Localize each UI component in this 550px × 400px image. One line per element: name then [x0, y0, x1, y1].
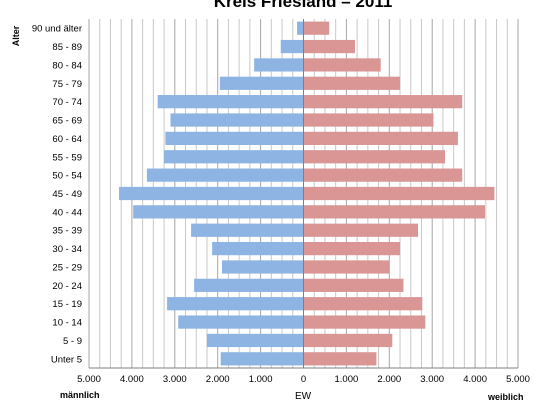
bar-male [165, 131, 304, 146]
x-tick-label: 3.000 [420, 374, 444, 385]
category-label: 5 - 9 [63, 336, 82, 347]
category-label: 85 - 89 [52, 42, 82, 53]
bar-female [303, 260, 390, 274]
bar-female [303, 315, 426, 329]
x-tick-label: 1.000 [249, 374, 273, 385]
bars [119, 19, 495, 368]
bar-male [157, 95, 304, 109]
category-label: 60 - 64 [52, 134, 82, 145]
bar-male [221, 260, 304, 274]
bar-male [164, 150, 304, 164]
x-tick-label: 2.000 [377, 374, 401, 385]
bar-female [303, 95, 463, 109]
bar-female [303, 168, 463, 182]
bar-female [303, 241, 401, 256]
bar-female [303, 205, 485, 219]
x-tick-label: 0 [301, 374, 306, 385]
x-tick-label: 5.000 [77, 374, 101, 385]
bar-female [303, 21, 330, 35]
category-label: 70 - 74 [52, 97, 82, 108]
bar-male [206, 333, 304, 348]
bar-male [119, 186, 304, 201]
x-axis-label: EW [295, 391, 312, 400]
category-label: Unter 5 [51, 354, 82, 365]
bar-male [219, 76, 304, 90]
category-label: 15 - 19 [52, 299, 82, 310]
bar-male [133, 205, 304, 219]
category-label: 35 - 39 [52, 226, 82, 237]
bar-male [170, 113, 304, 127]
bar-female [303, 150, 446, 164]
category-label: 50 - 54 [52, 171, 82, 182]
x-tick-label: 3.000 [163, 374, 187, 385]
category-label: 65 - 69 [52, 116, 82, 127]
x-tick-label: 5.000 [506, 374, 530, 385]
category-label: 55 - 59 [52, 152, 82, 163]
chart-title: Kreis Friesland – 2011 [214, 0, 393, 11]
category-label: 75 - 79 [52, 79, 82, 90]
category-label: 40 - 44 [52, 207, 82, 218]
bar-female [303, 58, 381, 72]
bar-female [303, 76, 401, 90]
bar-male [297, 21, 304, 35]
category-label: 25 - 29 [52, 262, 82, 273]
category-label: 45 - 49 [52, 189, 82, 200]
female-label: weiblich [487, 392, 524, 400]
category-labels: 90 und älter 85 - 89 80 - 84 75 - 79 70 - 74… [32, 24, 82, 366]
category-label: 10 - 14 [52, 318, 82, 329]
x-tick-label: 2.000 [206, 374, 230, 385]
x-tick-label: 4.000 [463, 374, 487, 385]
category-label: 30 - 34 [52, 244, 82, 255]
male-label: männlich [60, 390, 100, 400]
bar-female [303, 131, 458, 146]
bar-male [212, 241, 304, 256]
bar-female [303, 223, 419, 237]
bar-male [178, 315, 304, 329]
bar-male [254, 58, 304, 72]
bar-female [303, 333, 393, 348]
category-label: 90 und älter [32, 24, 82, 35]
bar-female [303, 278, 404, 292]
category-label: 80 - 84 [52, 60, 82, 71]
bar-male [146, 168, 304, 182]
bar-female [303, 352, 377, 366]
bar-female [303, 297, 423, 311]
category-label: 20 - 24 [52, 281, 82, 292]
x-tick-label: 4.000 [120, 374, 144, 385]
x-tick-label: 1.000 [335, 374, 359, 385]
bar-male [220, 352, 304, 366]
bar-male [167, 297, 304, 311]
x-tick-labels: 5.000 4.000 3.000 2.000 1.000 0 1.000 2.000 3.00… [77, 374, 530, 385]
bar-male [194, 278, 304, 292]
bar-female [303, 186, 495, 201]
bar-female [303, 39, 355, 54]
bar-female [303, 113, 434, 127]
bar-male [191, 223, 304, 237]
bar-male [280, 39, 304, 54]
y-axis-label: Alter [11, 25, 21, 46]
